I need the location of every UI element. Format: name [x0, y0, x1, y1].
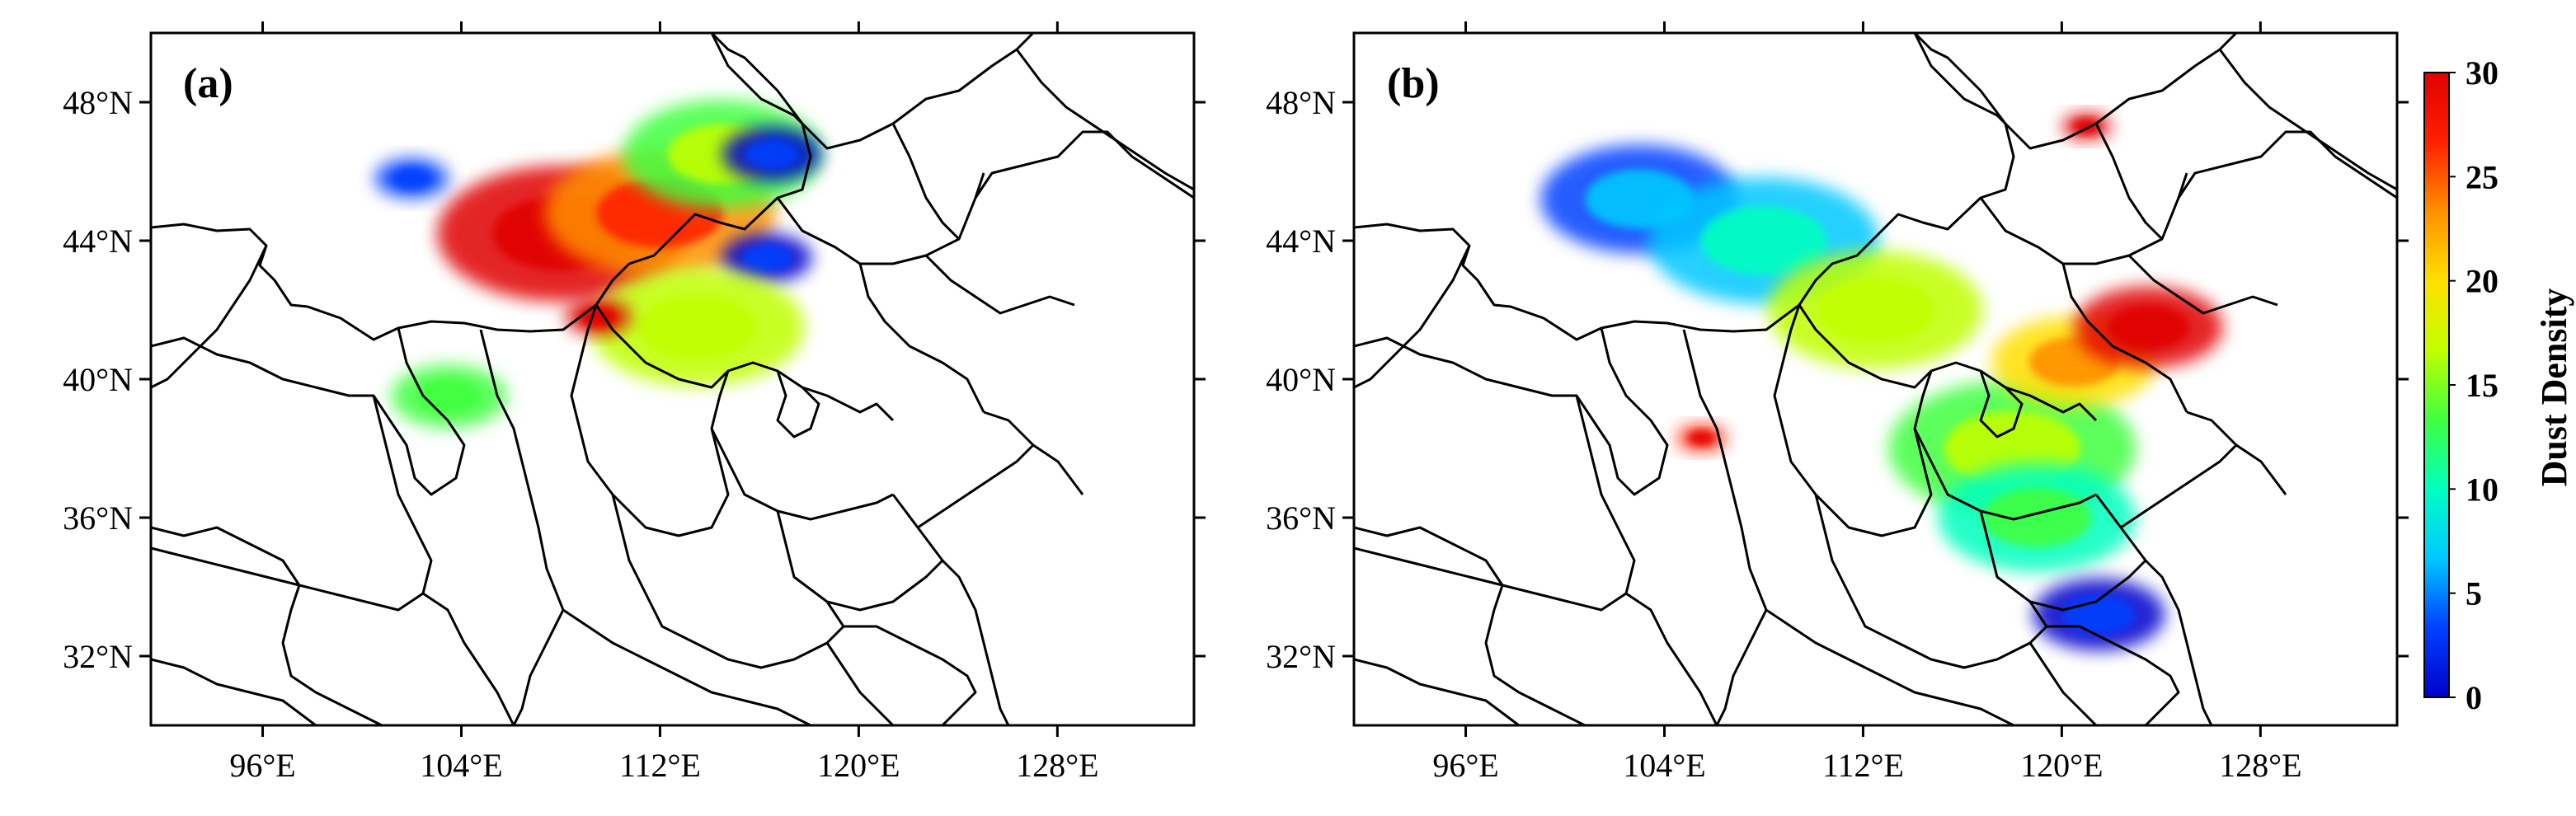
lat-tick-label: 36°N — [1266, 499, 1336, 537]
panel-a: (a) 96°E 104°E 112°E 120°E 128°E 48°N 44°N 40°N… — [63, 21, 1206, 784]
dust-plume-core — [1699, 206, 1827, 275]
colorbar-title: Dust Density — [2534, 288, 2574, 487]
dust-plume-core — [2108, 305, 2190, 349]
lon-tick-label: 112°E — [1822, 747, 1904, 784]
colorbar-bar — [2423, 72, 2450, 698]
colorbar-ticks: 30 25 20 15 10 5 0 — [2449, 54, 2498, 716]
colorbar-tick-label: 10 — [2466, 471, 2498, 508]
panel-b: (b) 96°E 104°E 112°E 120°E 128°E 48°N 44°N 40°N… — [1266, 21, 2409, 784]
dust-plume-core — [1982, 488, 2092, 547]
lon-tick-label: 104°E — [1623, 747, 1705, 784]
colorbar-tick-label: 25 — [2466, 158, 2498, 195]
lat-tick-label: 32°N — [1266, 638, 1336, 675]
panel-b-dust-field — [1540, 112, 2223, 651]
colorbar-tick-label: 5 — [2466, 575, 2482, 612]
lon-tick-label: 120°E — [817, 747, 900, 784]
lon-tick-label: 112°E — [619, 747, 701, 784]
lat-tick-label: 44°N — [63, 223, 133, 260]
panel-a-label: (a) — [183, 60, 233, 107]
lat-tick-label: 40°N — [63, 361, 133, 398]
panel-b-frame — [1352, 31, 2399, 727]
colorbar-tick-label: 30 — [2466, 54, 2498, 91]
lon-tick-label: 96°E — [229, 747, 295, 784]
dust-plume-core — [1817, 278, 1934, 342]
dust-plume-core — [741, 244, 792, 272]
panel-b-borders — [1354, 33, 2397, 725]
lat-tick-label: 40°N — [1266, 361, 1336, 398]
panel-b-ticks: 96°E 104°E 112°E 120°E 128°E 48°N 44°N 40°N 36°N… — [1266, 21, 2409, 784]
lat-tick-label: 36°N — [63, 499, 133, 537]
dust-plume-core — [2073, 119, 2101, 134]
dust-plume-core — [638, 295, 757, 359]
lat-tick-label: 48°N — [1266, 84, 1336, 121]
lon-tick-label: 128°E — [2219, 747, 2301, 784]
lat-tick-label: 32°N — [63, 638, 133, 675]
dust-plume-core — [1688, 430, 1716, 446]
panel-b-label: (b) — [1387, 60, 1440, 107]
lat-tick-label: 48°N — [63, 84, 133, 121]
panel-a-dust-field — [374, 100, 821, 429]
lon-tick-label: 104°E — [420, 747, 502, 784]
dust-plume-core — [744, 139, 799, 169]
lon-tick-label: 96°E — [1432, 747, 1498, 784]
colorbar: 30 25 20 15 10 5 0 Dust Density — [2423, 54, 2574, 716]
colorbar-tick-label: 15 — [2466, 367, 2498, 404]
colorbar-tick-label: 0 — [2466, 679, 2482, 716]
dust-plume-core — [580, 307, 617, 327]
lon-tick-label: 128°E — [1016, 747, 1098, 784]
dust-plume-core — [391, 166, 432, 190]
dust-plume-core — [416, 379, 481, 414]
panel-a-ticks: 96°E 104°E 112°E 120°E 128°E 48°N 44°N 40°N 36°N… — [63, 21, 1206, 784]
lat-tick-label: 44°N — [1266, 223, 1336, 260]
lon-tick-label: 120°E — [2020, 747, 2103, 784]
colorbar-tick-label: 20 — [2466, 263, 2498, 300]
